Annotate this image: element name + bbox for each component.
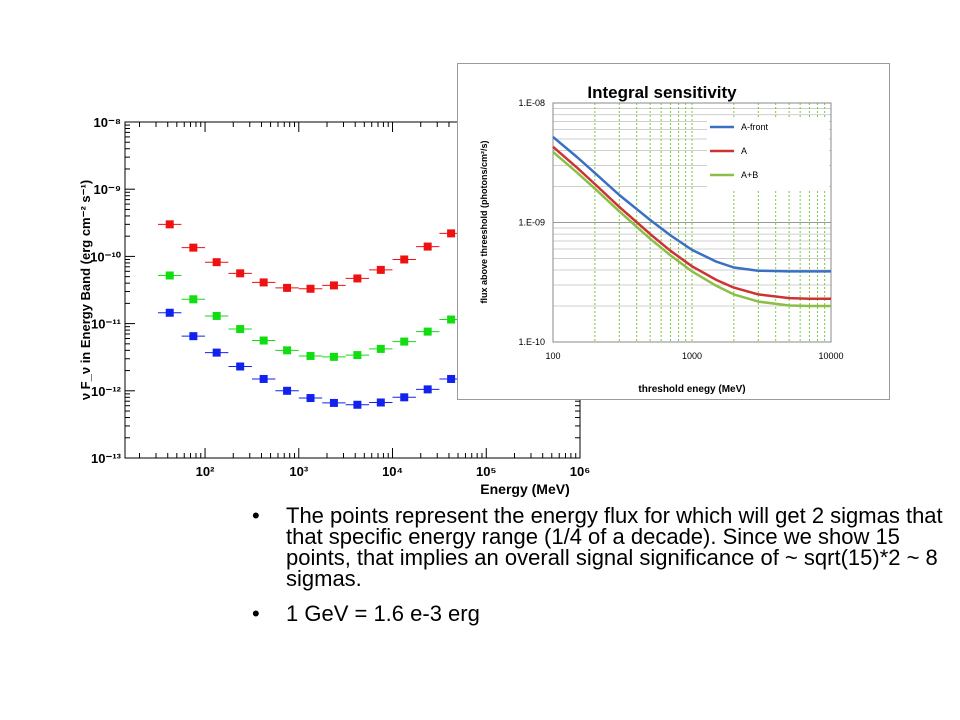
- note-item: • The points represent the energy flux fo…: [250, 503, 950, 591]
- left-data-point: [447, 374, 456, 383]
- inset-y-axis-title: flux above threeshold (photons/cm²/s): [479, 140, 489, 303]
- notes-list: • The points represent the energy flux fo…: [250, 505, 950, 638]
- left-data-point: [423, 327, 432, 336]
- note-text: 1 GeV = 1.6 e-3 erg: [286, 601, 480, 626]
- inset-legend: A-front A A+B: [707, 117, 829, 189]
- left-data-point: [423, 242, 432, 251]
- left-data-point: [283, 283, 292, 292]
- left-data-point: [376, 265, 385, 274]
- inset-legend-label: A-front: [741, 122, 769, 132]
- left-x-tick-label: 10⁴: [382, 464, 403, 479]
- left-data-point: [423, 385, 432, 394]
- inset-y-tick-label: 1.E-08: [518, 98, 545, 108]
- left-data-point: [353, 351, 362, 360]
- left-data-point: [236, 362, 245, 371]
- inset-x-tick-label: 10000: [818, 351, 843, 361]
- inset-plot-frame: [552, 102, 832, 343]
- note-item: • 1 GeV = 1.6 e-3 erg: [250, 601, 950, 626]
- inset-x-tick-label: 100: [545, 351, 560, 361]
- left-x-tick-label: 10²: [196, 464, 215, 479]
- integral-sensitivity-chart: Integral sensitivity 1.E-101.E-091.E-08 …: [479, 83, 844, 395]
- left-x-axis-title: Energy (MeV): [480, 481, 569, 497]
- bullet-marker: •: [252, 601, 260, 626]
- left-y-tick-label: 10⁻¹¹: [91, 317, 121, 332]
- left-data-point: [212, 348, 221, 357]
- integral-sensitivity-panel: Integral sensitivity 1.E-10 1.E-09 1.E-08 …: [457, 63, 890, 400]
- left-data-point: [400, 337, 409, 346]
- left-data-point: [259, 374, 268, 383]
- left-data-point: [353, 274, 362, 283]
- left-data-point: [259, 278, 268, 287]
- left-y-tick-label: 10⁻⁸: [94, 115, 121, 130]
- left-data-point: [353, 400, 362, 409]
- left-data-point: [165, 271, 174, 280]
- left-data-point: [306, 351, 315, 360]
- left-data-point: [400, 393, 409, 402]
- left-y-tick-label: 10⁻¹²: [91, 384, 122, 399]
- left-data-point: [447, 229, 456, 238]
- left-data-point: [447, 315, 456, 324]
- left-data-point: [283, 386, 292, 395]
- left-y-tick-label: 10⁻⁹: [94, 182, 122, 197]
- bullet-marker: •: [252, 503, 260, 528]
- left-y-axis-title: ν F_ν in Energy Band (erg cm⁻² s⁻¹): [78, 180, 93, 400]
- left-data-point: [189, 243, 198, 252]
- left-data-point: [306, 394, 315, 403]
- left-data-point: [376, 398, 385, 407]
- left-data-point: [165, 308, 174, 317]
- left-data-point: [189, 295, 198, 304]
- left-x-tick-label: 10³: [289, 464, 308, 479]
- left-y-tick-label: 10⁻¹³: [91, 451, 122, 466]
- left-data-point: [236, 325, 245, 334]
- inset-title: Integral sensitivity: [587, 83, 737, 102]
- left-data-point: [236, 269, 245, 278]
- left-data-point: [212, 258, 221, 267]
- left-x-tick-label: 10⁶: [570, 464, 590, 479]
- inset-x-tick-label: 1000: [682, 351, 702, 361]
- inset-legend-label: A+B: [741, 170, 758, 180]
- left-data-point: [400, 255, 409, 264]
- inset-series-line: [552, 145, 831, 301]
- left-data-point: [259, 336, 268, 345]
- inset-y-tick-label: 1.E-10: [518, 337, 545, 347]
- left-data-point: [283, 346, 292, 355]
- inset-legend-box: [707, 117, 829, 189]
- left-data-point: [165, 220, 174, 229]
- inset-series-line: [552, 150, 831, 308]
- left-data-point: [329, 281, 338, 290]
- inset-y-tick-label: 1.E-09: [518, 218, 545, 228]
- left-data-point: [189, 332, 198, 341]
- left-data-point: [212, 311, 221, 320]
- left-y-tick-label: 10⁻¹⁰: [90, 249, 122, 264]
- left-x-tick-label: 10⁵: [476, 464, 497, 479]
- left-data-point: [329, 352, 338, 361]
- left-data-point: [329, 398, 338, 407]
- note-text: The points represent the energy flux for…: [286, 503, 943, 591]
- inset-x-axis-title: threshold enegy (MeV): [638, 384, 745, 395]
- left-data-point: [306, 284, 315, 293]
- inset-series-line: [552, 135, 831, 273]
- inset-legend-label: A: [741, 146, 747, 156]
- left-data-point: [376, 344, 385, 353]
